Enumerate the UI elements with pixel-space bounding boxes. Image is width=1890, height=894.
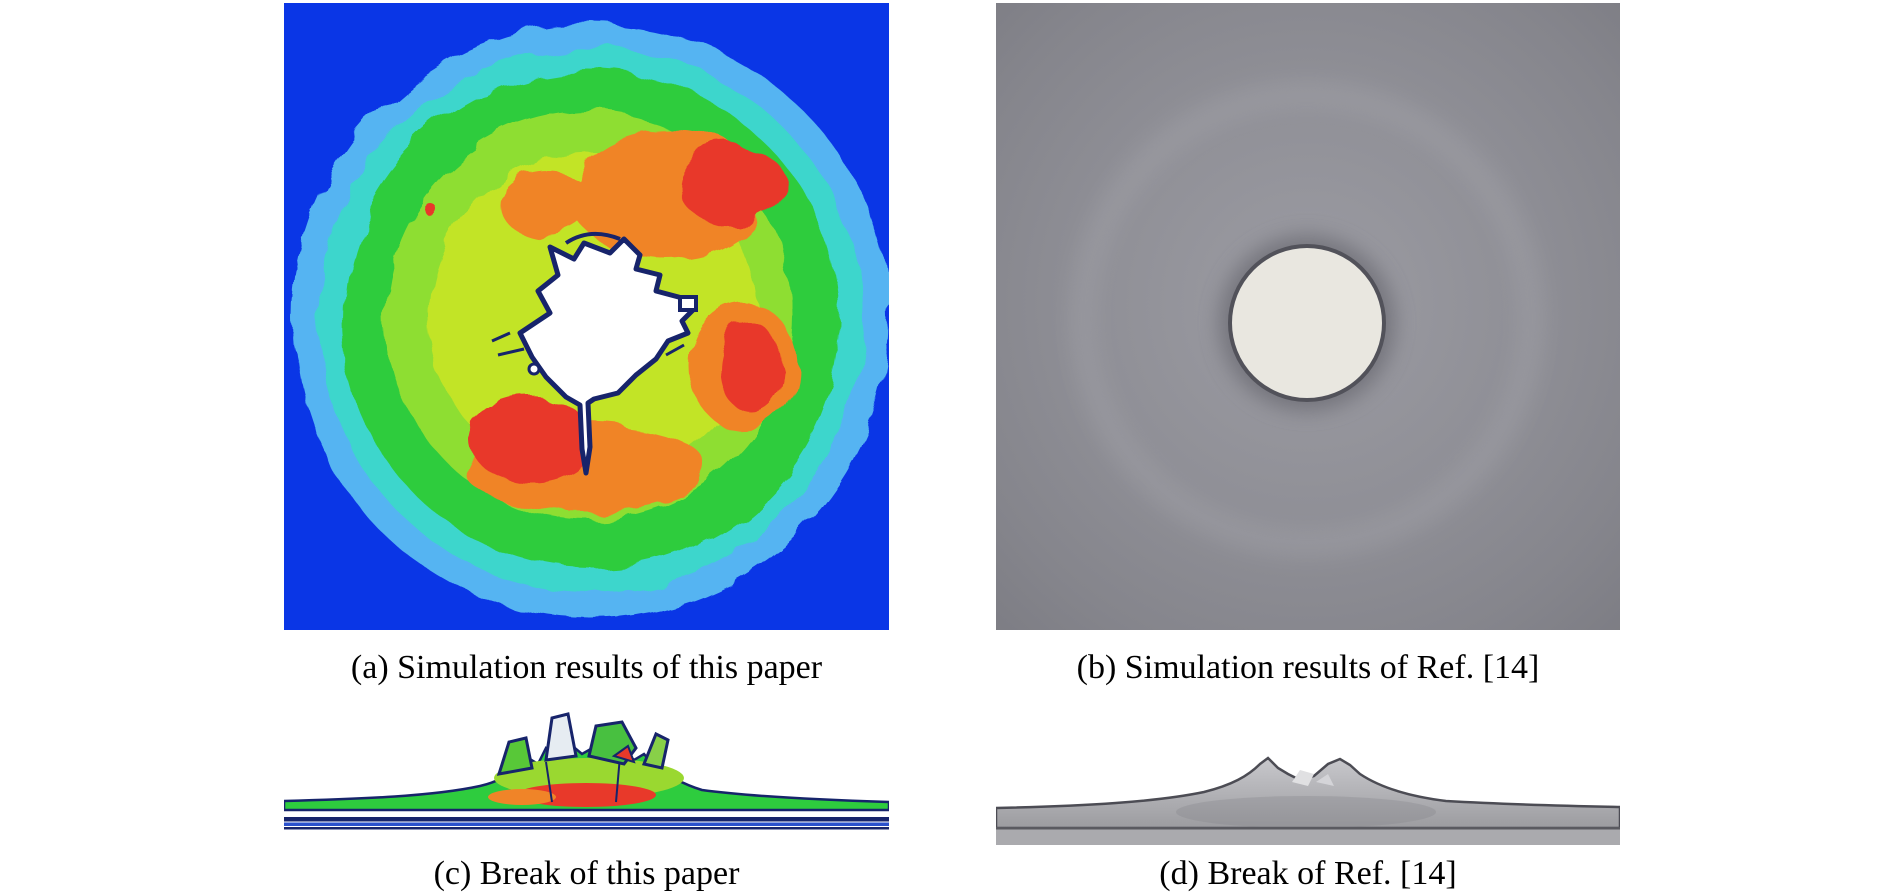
stress-patch-red-bottom-left [468,397,592,481]
stress-patch-red-top-right [678,145,786,225]
caption-d: (d) Break of Ref. [14] [1159,855,1457,892]
reference-hole-circle [1228,244,1386,402]
debris-shard-far-right [641,731,670,770]
crack-whisker-left [491,331,511,343]
reference-backing-strip [996,829,1620,845]
panel-a-simulation-contour [284,3,889,630]
reference-light-fragment-2 [1316,774,1334,786]
mound-orange-zone [488,789,556,805]
mound-crack-left [545,761,553,803]
debris-shard-right-red [611,744,636,764]
crack-whisker-left-2 [497,347,525,357]
debris-shard-left [496,736,534,776]
caption-c: (c) Break of this paper [433,855,740,892]
backing-line-navy-2 [284,827,889,830]
reference-break-plate [996,756,1620,830]
caption-a: (a) Simulation results of this paper [350,649,823,686]
crack-whisker-right [665,343,685,357]
reference-mound-shading [1176,796,1436,828]
stress-dot-red-left [424,203,436,215]
backing-line-navy [284,817,889,822]
perforation-hole [517,236,697,476]
debris-shard-center [544,712,578,762]
reference-faint-ring [1069,81,1545,557]
panel-c-break-section [284,712,889,830]
reference-light-fragment [1292,770,1314,786]
stress-patch-red-right [718,323,782,411]
hole-fragment-left [527,362,541,376]
crack-arc-top [564,231,621,245]
hole-fragment-right [678,295,698,312]
panel-d-reference-break [996,756,1620,845]
backing-line-blue [284,822,889,826]
panel-b-reference-simulation [996,3,1620,630]
stress-patch-orange-top-left [498,169,594,237]
caption-b: (b) Simulation results of Ref. [14] [1076,649,1540,686]
reference-backing-line [996,827,1620,830]
